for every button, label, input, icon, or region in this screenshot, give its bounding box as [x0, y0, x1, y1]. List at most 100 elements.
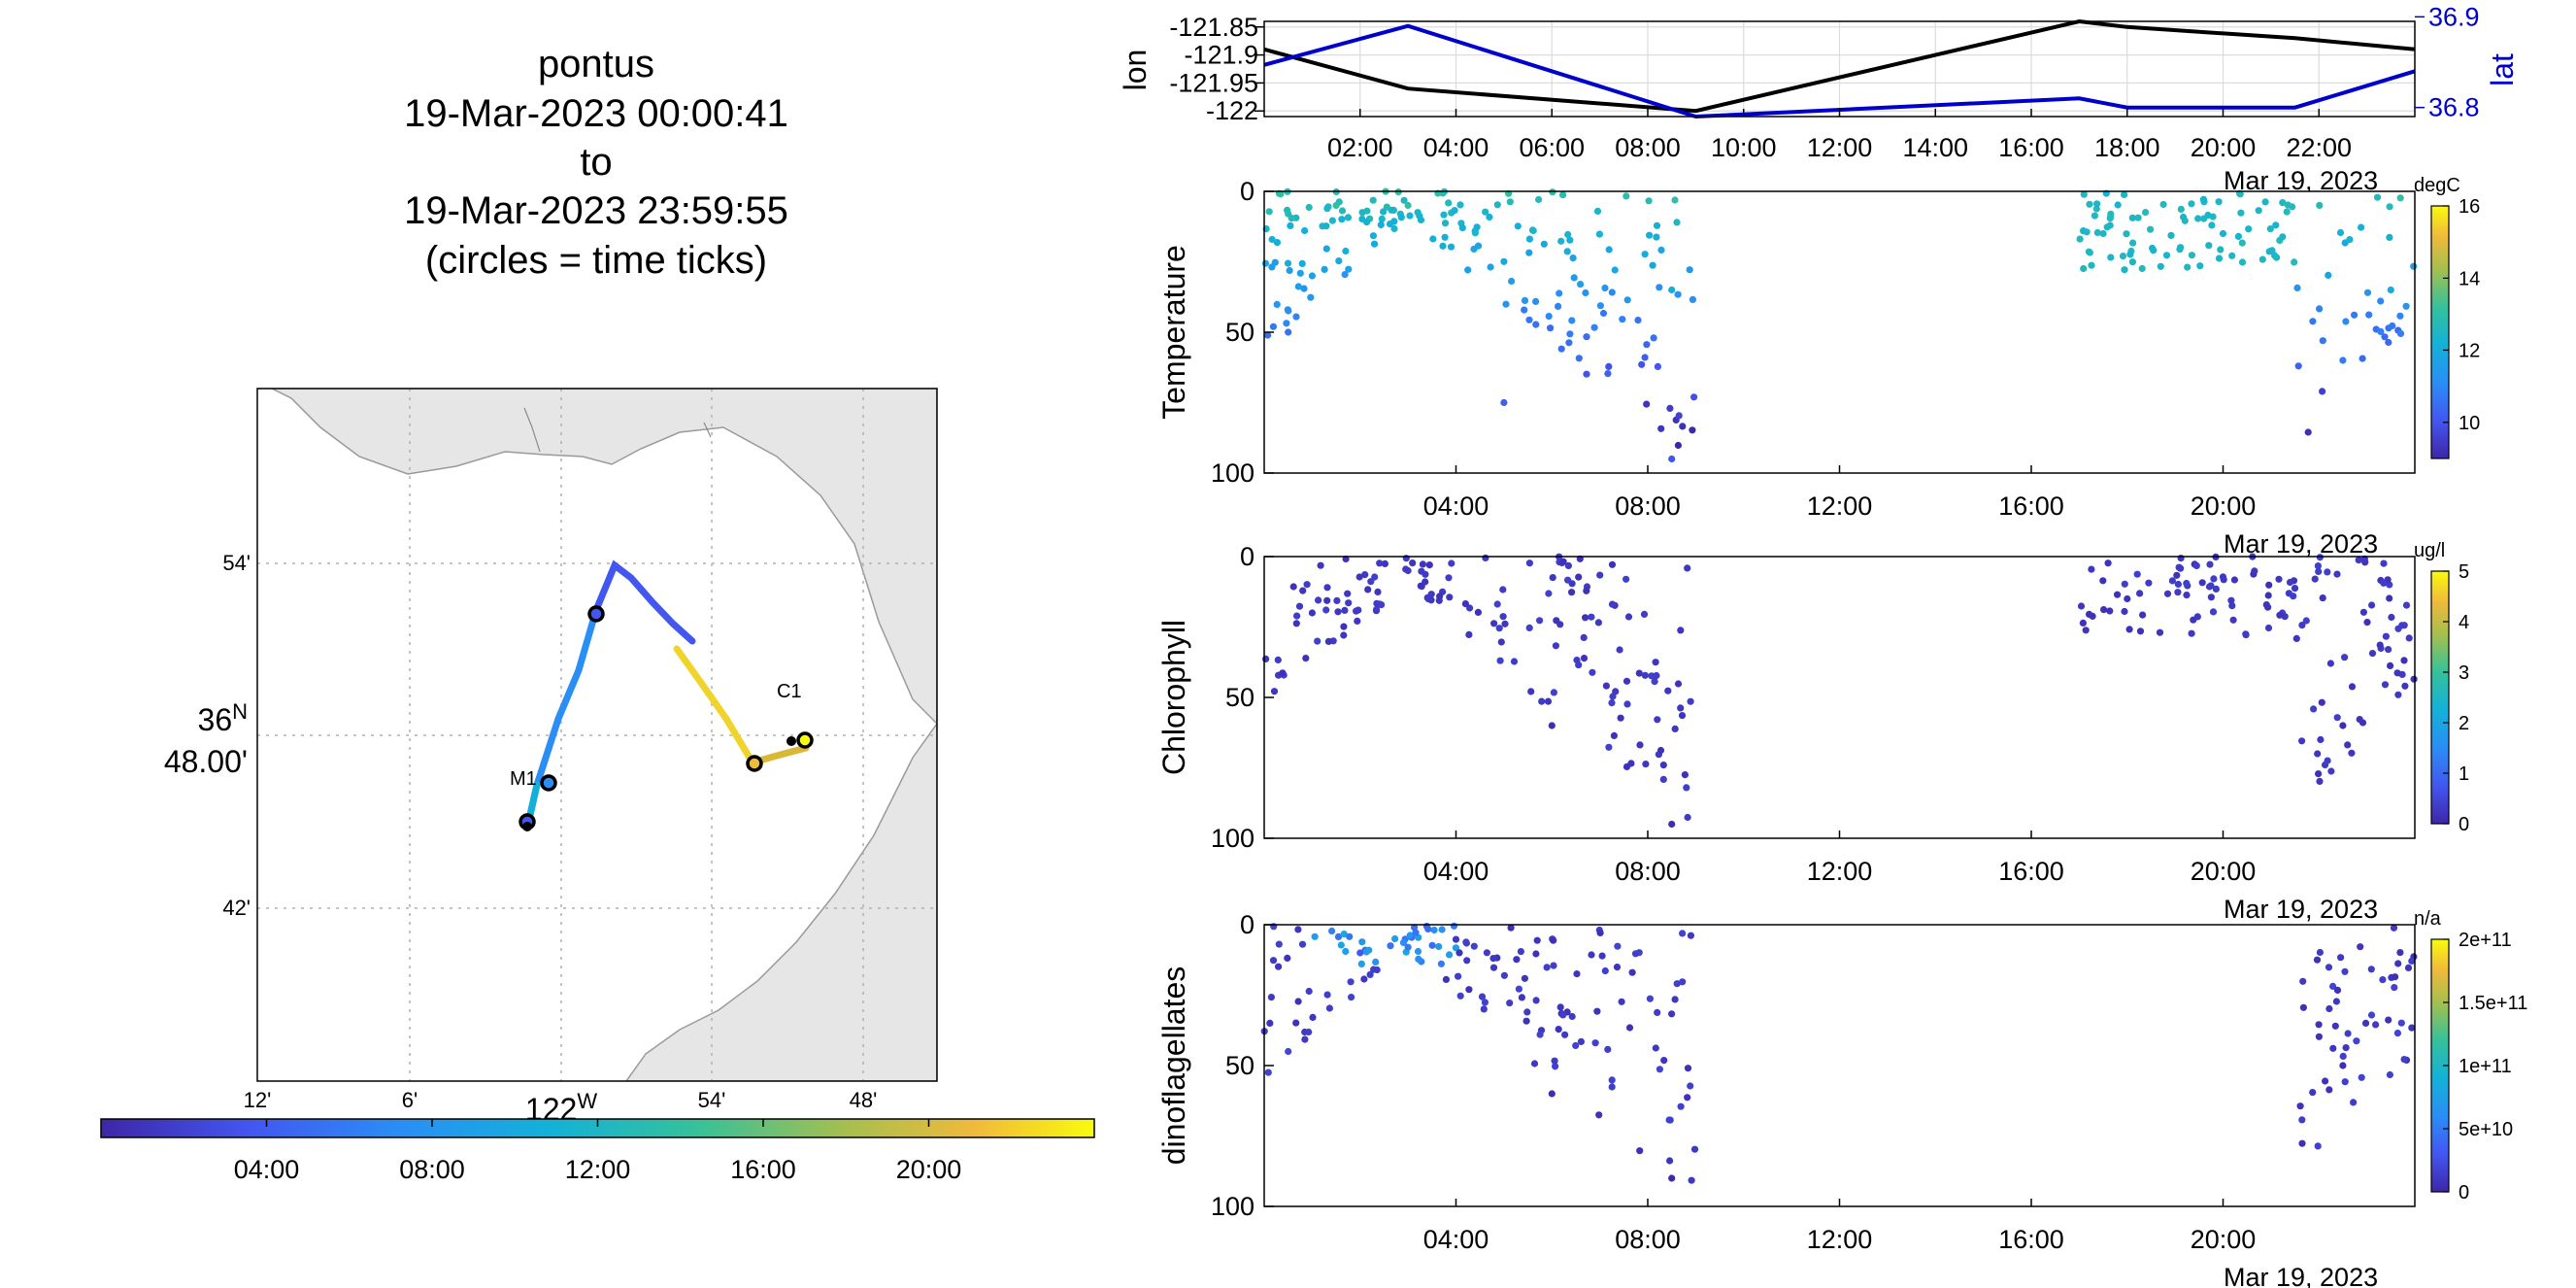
data-point — [1636, 1147, 1644, 1155]
data-point — [2309, 1089, 2317, 1097]
data-point — [1397, 214, 1405, 221]
profile-date-label: Mar 19, 2023 — [2224, 1263, 2378, 1288]
data-point — [1404, 201, 1412, 210]
data-point — [2386, 233, 2393, 241]
data-point — [2290, 593, 2297, 600]
data-point — [1591, 1039, 1599, 1047]
data-point — [2129, 239, 2137, 247]
data-point — [1409, 559, 1417, 567]
data-point — [1464, 266, 1472, 274]
data-point — [1340, 931, 1348, 938]
data-point — [1679, 978, 1687, 986]
data-point — [2125, 626, 2133, 633]
data-point — [1480, 1005, 1488, 1013]
data-point — [1465, 630, 1473, 639]
data-point — [2394, 960, 2402, 967]
map-lon-tick: 12' — [244, 1088, 272, 1112]
track-x-tick-label: 02:00 — [1327, 133, 1393, 162]
data-point — [1279, 669, 1287, 677]
data-point — [1646, 995, 1654, 1002]
data-point — [2284, 201, 2292, 209]
data-point — [1378, 215, 1386, 222]
data-point — [1448, 559, 1455, 567]
profile-x-tick-label: 16:00 — [1998, 857, 2064, 886]
data-point — [2255, 207, 2262, 215]
data-point — [1532, 997, 1540, 1004]
data-point — [2107, 254, 2115, 261]
data-point — [1659, 775, 1667, 784]
data-point — [1536, 1031, 1544, 1038]
data-point — [1452, 935, 1460, 943]
data-point — [1555, 1026, 1562, 1034]
data-point — [2405, 634, 2413, 642]
data-point — [1361, 571, 1369, 579]
data-point — [1268, 235, 1276, 244]
data-point — [1601, 284, 1609, 292]
data-point — [1653, 233, 1660, 241]
data-point — [2380, 559, 2388, 567]
data-point — [2212, 585, 2220, 593]
data-point — [1347, 978, 1355, 986]
colorbar-tick-label: 0 — [2459, 1182, 2469, 1203]
data-point — [1500, 398, 1508, 407]
data-point — [1445, 199, 1453, 207]
data-point — [1284, 306, 1291, 314]
data-point — [2365, 311, 2373, 319]
data-point — [2208, 221, 2216, 229]
data-point — [2238, 239, 2246, 247]
data-point — [2206, 560, 2214, 568]
data-point — [1474, 242, 1483, 250]
data-point — [1671, 196, 1679, 204]
data-point — [1518, 994, 1525, 1001]
data-point — [2163, 590, 2172, 597]
data-point — [1303, 581, 1311, 589]
data-point — [1688, 1176, 1695, 1184]
data-point — [2377, 297, 2385, 305]
data-point — [2346, 236, 2354, 244]
data-point — [1668, 1174, 1676, 1182]
data-point — [1623, 763, 1631, 771]
data-point — [2079, 619, 2087, 627]
start-time: 19-Mar-2023 00:00:41 — [404, 92, 788, 135]
data-point — [1605, 743, 1613, 751]
colorbar-tick-label: 20:00 — [896, 1155, 962, 1184]
data-point — [2317, 735, 2325, 744]
data-point — [2083, 228, 2091, 236]
data-point — [2114, 201, 2122, 209]
data-point — [1641, 671, 1649, 679]
data-point — [2215, 254, 2224, 262]
data-point — [1687, 932, 1694, 939]
data-point — [2088, 261, 2095, 269]
data-point — [2404, 964, 2413, 972]
data-point — [1623, 192, 1630, 200]
data-point — [2348, 683, 2357, 691]
data-point — [2396, 949, 2404, 957]
data-point — [1656, 284, 1663, 291]
data-point — [1677, 627, 1685, 634]
data-point — [1286, 266, 1293, 275]
track-x-tick-label: 22:00 — [2286, 133, 2352, 162]
data-point — [1508, 277, 1516, 286]
data-point — [2361, 1019, 2370, 1027]
data-point — [1435, 942, 1443, 951]
data-point — [2385, 338, 2392, 347]
data-point — [2351, 311, 2359, 319]
data-point — [2121, 607, 2128, 616]
data-point — [1315, 596, 1322, 604]
data-point — [1317, 561, 1324, 569]
data-point — [2264, 603, 2272, 611]
data-point — [1684, 564, 1691, 572]
data-point — [1608, 1083, 1616, 1091]
data-point — [1274, 656, 1282, 664]
data-point — [2229, 616, 2237, 624]
data-point — [1261, 259, 1269, 267]
data-point — [1674, 441, 1682, 450]
data-point — [1636, 741, 1644, 749]
track-x-tick-label: 18:00 — [2094, 133, 2160, 162]
data-point — [1543, 964, 1551, 971]
data-point — [1335, 257, 1343, 265]
data-point — [2121, 190, 2128, 198]
data-point — [1665, 1116, 1673, 1124]
track-x-tick-label: 16:00 — [1998, 133, 2064, 162]
data-point — [1559, 191, 1567, 199]
